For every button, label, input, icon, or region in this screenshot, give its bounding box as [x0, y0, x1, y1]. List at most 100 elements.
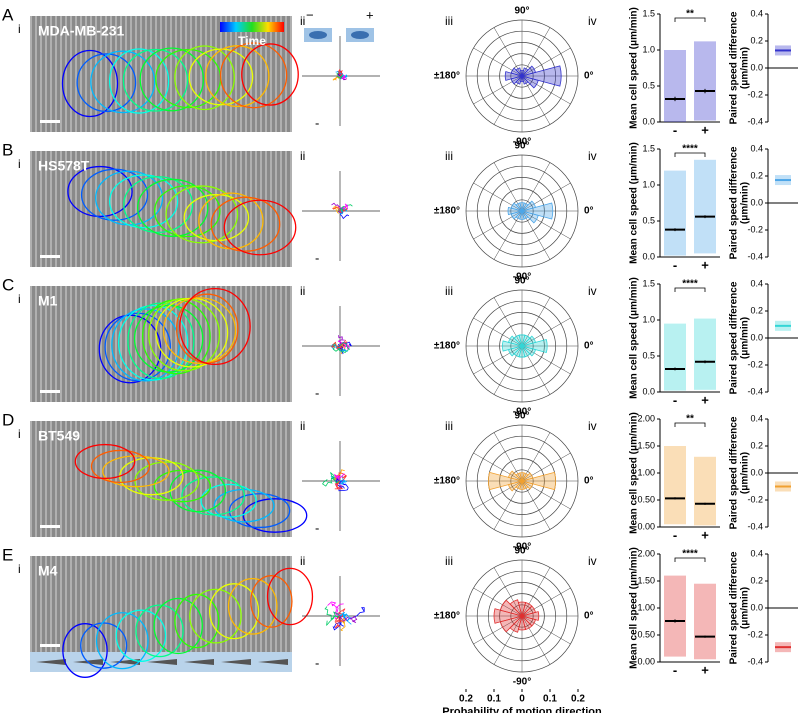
- sub-label: iii: [445, 284, 453, 298]
- trajectory-minus: -: [315, 655, 319, 670]
- trajectory: [339, 479, 347, 485]
- cell-contour: [153, 469, 211, 503]
- polar-angle-label: 0°: [584, 341, 594, 352]
- rose-wedge: [520, 210, 539, 224]
- y-tick-label: 0.0: [750, 602, 763, 612]
- polar-spoke: [521, 75, 571, 105]
- cell-contour: [62, 623, 108, 678]
- y-axis-label: Paired speed difference: [729, 11, 740, 124]
- sub-label: i: [18, 562, 21, 576]
- trajectory: [338, 480, 349, 492]
- sub-label: i: [18, 157, 21, 171]
- cell-contour: [188, 48, 254, 106]
- y-tick-label: 0.2: [750, 170, 763, 180]
- cell-contour: [122, 48, 189, 112]
- micrograph: [30, 151, 292, 267]
- trajectory: [332, 206, 342, 214]
- rose-wedge: [520, 471, 556, 491]
- colorbar-label: Time: [238, 34, 266, 48]
- rose-wedge: [520, 335, 537, 347]
- significance-bracket: [674, 152, 706, 157]
- speed-spread: [694, 41, 716, 121]
- rose-wedge: [507, 480, 524, 492]
- polar-spoke: [493, 297, 523, 347]
- polar-spoke: [493, 210, 523, 260]
- trajectory: [332, 75, 341, 81]
- polar-angle-label: -90°: [513, 272, 531, 283]
- polar-spoke: [473, 615, 523, 645]
- trajectory: [338, 208, 344, 215]
- y-tick-label: 1.0: [642, 179, 655, 189]
- y-tick-label: 1.50: [637, 440, 655, 450]
- x-tick-label: -: [673, 122, 677, 137]
- cell-contour: [90, 449, 151, 484]
- y-axis-label: Mean cell speed (μm/min): [629, 277, 640, 399]
- trajectory: [337, 345, 348, 353]
- y-tick-label: 0.0: [750, 467, 763, 477]
- cell-contour: [61, 49, 119, 118]
- y-axis-label: Mean cell speed (μm/min): [629, 412, 640, 534]
- cell-contour: [189, 588, 242, 644]
- cell-contour: [80, 622, 128, 669]
- y-tick-label: 0.2: [750, 440, 763, 450]
- x-tick-label: +: [701, 662, 709, 677]
- trajectory-minus: -: [315, 520, 319, 535]
- y-tick-label: 0.0: [750, 62, 763, 72]
- polar-spoke: [473, 587, 523, 617]
- trajectory-minus: -: [315, 115, 319, 130]
- rose-wedge: [520, 480, 534, 490]
- trajectory-minus: -: [315, 385, 319, 400]
- significance-bracket: [674, 557, 706, 562]
- x-tick-label: 0.1: [543, 694, 557, 705]
- trajectory: [336, 75, 344, 81]
- sub-label: iii: [445, 554, 453, 568]
- y-tick-label: 0.00: [637, 521, 655, 531]
- trajectory: [337, 608, 346, 622]
- cell-contour: [135, 604, 184, 658]
- sub-label: ii: [300, 419, 305, 433]
- polar-spoke: [521, 480, 571, 510]
- polar-angle-label: 90°: [514, 411, 529, 422]
- y-axis-label: Paired speed difference: [729, 146, 740, 259]
- x-tick-label: 0.2: [459, 694, 473, 705]
- rose-wedge: [520, 345, 537, 357]
- significance-label: ****: [682, 549, 698, 560]
- cell-contour: [223, 199, 297, 256]
- y-tick-label: 1.5: [642, 8, 655, 18]
- micrograph: [30, 421, 292, 537]
- polar-angle-label: ±180°: [434, 71, 460, 82]
- rose-wedge: [510, 75, 524, 85]
- trajectory: [338, 208, 350, 220]
- cell-contour: [242, 498, 308, 533]
- polar-angle-label: ±180°: [434, 611, 460, 622]
- y-tick-label: 0.5: [642, 80, 655, 90]
- rose-wedge: [520, 75, 539, 89]
- y-tick-label: 0.0: [750, 197, 763, 207]
- cell-contour: [108, 48, 170, 114]
- polar-angle-label: 0°: [584, 71, 594, 82]
- speed-spread: [664, 323, 686, 391]
- trajectory: [334, 480, 344, 490]
- sub-label: ii: [300, 14, 305, 28]
- polar-angle-label: 90°: [514, 546, 529, 557]
- y-axis-label: Paired speed difference: [729, 551, 740, 664]
- y-axis-label: Paired speed difference: [729, 281, 740, 394]
- y-tick-label: 1.00: [637, 602, 655, 612]
- y-tick-label: 0.4: [750, 8, 763, 18]
- cell-icon: [351, 31, 369, 39]
- polar-spoke: [521, 480, 551, 530]
- cell-contour: [76, 53, 137, 113]
- polar-angle-label: -90°: [513, 407, 531, 418]
- polar-angle-label: -90°: [513, 542, 531, 553]
- y-tick-label: -0.4: [747, 521, 763, 531]
- ratchet-icon: [184, 659, 214, 665]
- y-tick-label: 0.2: [750, 575, 763, 585]
- polar-spoke: [521, 75, 551, 125]
- cell-contour: [137, 178, 209, 237]
- y-tick-label: 2.00: [637, 548, 655, 558]
- y-axis-label: Mean cell speed (μm/min): [629, 7, 640, 129]
- sub-label: iv: [588, 554, 597, 568]
- y-tick-label: 1.5: [642, 143, 655, 153]
- trajectory-minus: -: [315, 250, 319, 265]
